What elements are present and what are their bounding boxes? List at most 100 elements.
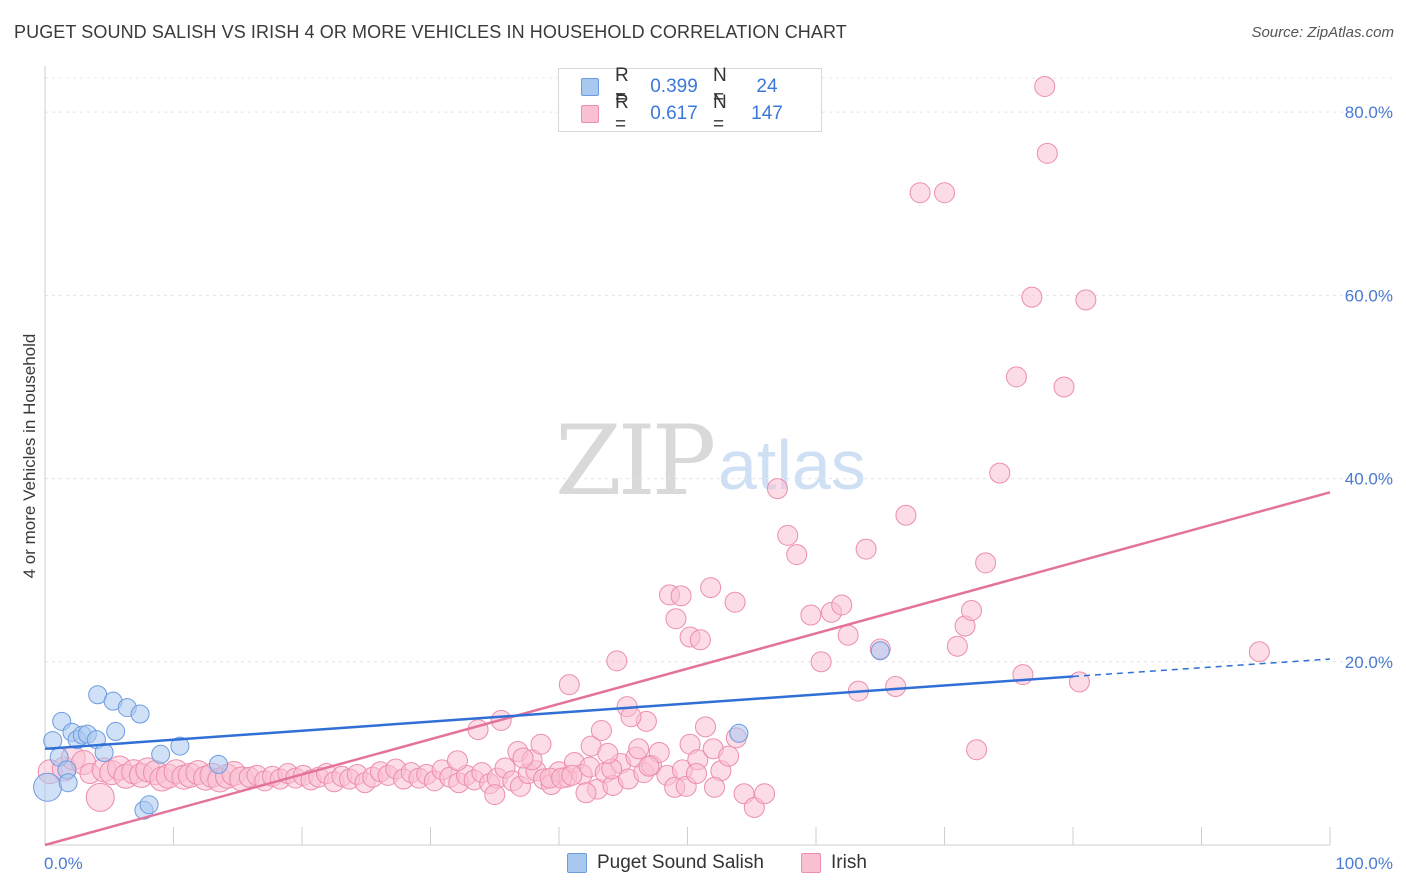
trend-line-puget-extension xyxy=(1072,658,1331,678)
data-point xyxy=(1005,366,1027,388)
trend-lines xyxy=(44,491,1331,847)
legend-n-label: N = xyxy=(713,92,727,135)
data-point xyxy=(58,773,78,793)
data-point xyxy=(139,795,159,815)
data-point xyxy=(130,704,150,724)
legend-item-puget-sound-salish[interactable]: Puget Sound Salish xyxy=(567,852,764,874)
data-point xyxy=(575,782,597,804)
data-point xyxy=(446,750,468,772)
legend-row-irish: R = 0.617 N = 147 xyxy=(581,92,797,135)
y-tick-label: 80.0% xyxy=(1345,103,1393,122)
data-point xyxy=(895,504,917,526)
data-point xyxy=(960,599,982,621)
legend-row-puget: R = 0.399 N = 24 xyxy=(581,65,797,108)
grid-lines xyxy=(45,77,1392,663)
chart-title: PUGET SOUND SALISH VS IRISH 4 OR MORE VE… xyxy=(14,22,847,42)
legend-swatch-irish xyxy=(801,853,821,873)
data-point xyxy=(975,552,997,574)
axes xyxy=(44,66,1331,846)
data-point xyxy=(855,538,877,560)
data-point xyxy=(620,706,642,728)
data-point xyxy=(606,650,628,672)
legend-n-label: N = xyxy=(713,65,727,108)
data-point xyxy=(638,755,660,777)
data-point xyxy=(530,733,552,755)
data-point xyxy=(837,624,859,646)
trend-line-irish xyxy=(44,491,1331,847)
data-point xyxy=(597,742,619,764)
data-point xyxy=(1034,75,1056,97)
data-point xyxy=(729,723,749,743)
data-point xyxy=(208,754,228,774)
data-point xyxy=(590,719,612,741)
data-point xyxy=(754,783,776,805)
series-puget-sound-salish xyxy=(33,641,890,820)
series-legend: Puget Sound Salish Irish xyxy=(0,852,1406,878)
data-point xyxy=(934,182,955,204)
data-point xyxy=(989,462,1011,484)
correlation-legend: R = 0.399 N = 24 R = 0.617 N = 147 xyxy=(558,65,822,135)
series-irish xyxy=(37,75,1270,818)
data-point xyxy=(33,772,63,802)
legend-n-value: 147 xyxy=(751,103,783,124)
data-point xyxy=(1248,641,1270,663)
data-point xyxy=(43,731,63,751)
data-point xyxy=(689,629,711,651)
data-point xyxy=(685,763,707,785)
data-point xyxy=(484,784,506,806)
legend-swatch-irish xyxy=(581,105,599,123)
data-point xyxy=(786,544,808,566)
legend-r-value: 0.617 xyxy=(650,103,698,124)
legend-r-label: R = xyxy=(615,65,629,108)
legend-swatch-puget xyxy=(567,853,587,873)
data-point xyxy=(946,635,968,657)
legend-item-irish[interactable]: Irish xyxy=(801,852,867,874)
data-point xyxy=(694,716,716,738)
data-point xyxy=(870,641,890,661)
data-point xyxy=(703,776,725,798)
data-point xyxy=(718,745,740,767)
data-point xyxy=(85,782,115,812)
data-point xyxy=(558,674,580,696)
data-point xyxy=(467,719,489,741)
trend-line-puget-sound-salish xyxy=(44,675,1074,751)
data-point xyxy=(512,747,534,769)
data-point xyxy=(885,676,907,698)
data-points xyxy=(33,75,1270,820)
data-point xyxy=(777,524,799,546)
data-point xyxy=(1021,286,1043,308)
data-point xyxy=(628,738,650,760)
data-point xyxy=(831,594,853,616)
source-label: Source: ZipAtlas.com xyxy=(1251,24,1394,41)
watermark-atlas: atlas xyxy=(718,426,866,504)
data-point xyxy=(170,736,190,756)
data-point xyxy=(151,744,171,764)
data-point xyxy=(1075,289,1097,311)
legend-r-value: 0.399 xyxy=(650,76,698,97)
data-point xyxy=(1053,376,1075,398)
data-point xyxy=(766,478,788,500)
y-tick-label: 60.0% xyxy=(1345,286,1393,305)
x-tick-label-min: 0.0% xyxy=(44,854,83,873)
legend-swatch-puget xyxy=(581,78,599,96)
legend-label: Irish xyxy=(831,852,867,873)
legend-n-value: 24 xyxy=(756,76,778,97)
legend-r-label: R = xyxy=(615,92,629,135)
data-point xyxy=(665,608,687,630)
y-tick-label: 20.0% xyxy=(1345,653,1393,672)
data-point xyxy=(1036,142,1058,164)
data-point xyxy=(700,577,722,599)
watermark-zip: ZIP xyxy=(555,405,716,517)
data-point xyxy=(909,182,931,204)
data-point xyxy=(106,721,126,741)
data-point xyxy=(810,651,832,673)
y-tick-label: 40.0% xyxy=(1345,470,1393,489)
data-point xyxy=(724,591,746,613)
legend-label: Puget Sound Salish xyxy=(597,852,764,873)
x-tick-label-max: 100.0% xyxy=(1335,854,1393,873)
data-point xyxy=(561,764,583,786)
tick-labels: 20.0% 40.0% 60.0% 80.0% 0.0% 100.0% xyxy=(44,103,1393,873)
data-point xyxy=(670,585,692,607)
data-point xyxy=(966,739,988,761)
